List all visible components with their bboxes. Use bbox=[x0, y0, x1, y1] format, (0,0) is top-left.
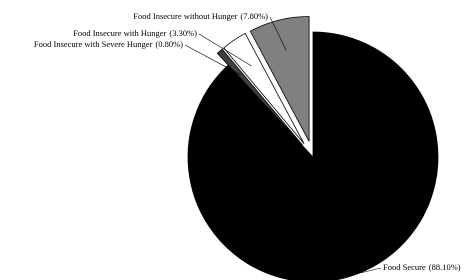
slice-name: Food Insecure with Hunger bbox=[73, 28, 166, 38]
slice-value: (7.80%) bbox=[240, 11, 268, 21]
pie-slice bbox=[249, 16, 310, 142]
slice-label: Food Secure (88.10%) bbox=[383, 262, 461, 272]
slice-label: Food Insecure with Hunger (3.30%) bbox=[73, 28, 197, 38]
leader-line bbox=[184, 44, 241, 75]
slice-value: (3.30%) bbox=[169, 28, 197, 38]
slice-value: (0.80%) bbox=[155, 39, 183, 49]
leader-line bbox=[198, 33, 252, 67]
slice-label: Food Insecure with Severe Hunger (0.80%) bbox=[34, 39, 183, 49]
slice-name: Food Secure bbox=[383, 262, 426, 272]
slice-name: Food Insecure with Severe Hunger bbox=[34, 39, 153, 49]
slice-name: Food Insecure without Hunger bbox=[133, 11, 237, 21]
slice-value: (88.10%) bbox=[429, 262, 461, 272]
leader-line bbox=[358, 267, 382, 274]
pie-slice bbox=[216, 48, 303, 146]
slice-label: Food Insecure without Hunger (7.80%) bbox=[133, 11, 268, 21]
pie-slice bbox=[187, 31, 439, 280]
leader-line bbox=[269, 16, 287, 51]
